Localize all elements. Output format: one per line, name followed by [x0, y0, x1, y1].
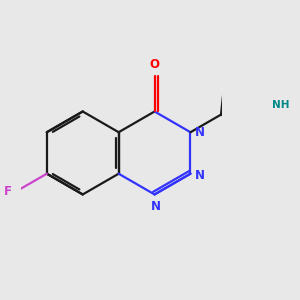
Text: O: O	[150, 58, 160, 71]
Text: F: F	[4, 185, 12, 198]
Text: NH: NH	[272, 100, 290, 110]
Text: N: N	[151, 200, 161, 213]
Text: N: N	[195, 169, 205, 182]
Text: N: N	[195, 126, 205, 139]
